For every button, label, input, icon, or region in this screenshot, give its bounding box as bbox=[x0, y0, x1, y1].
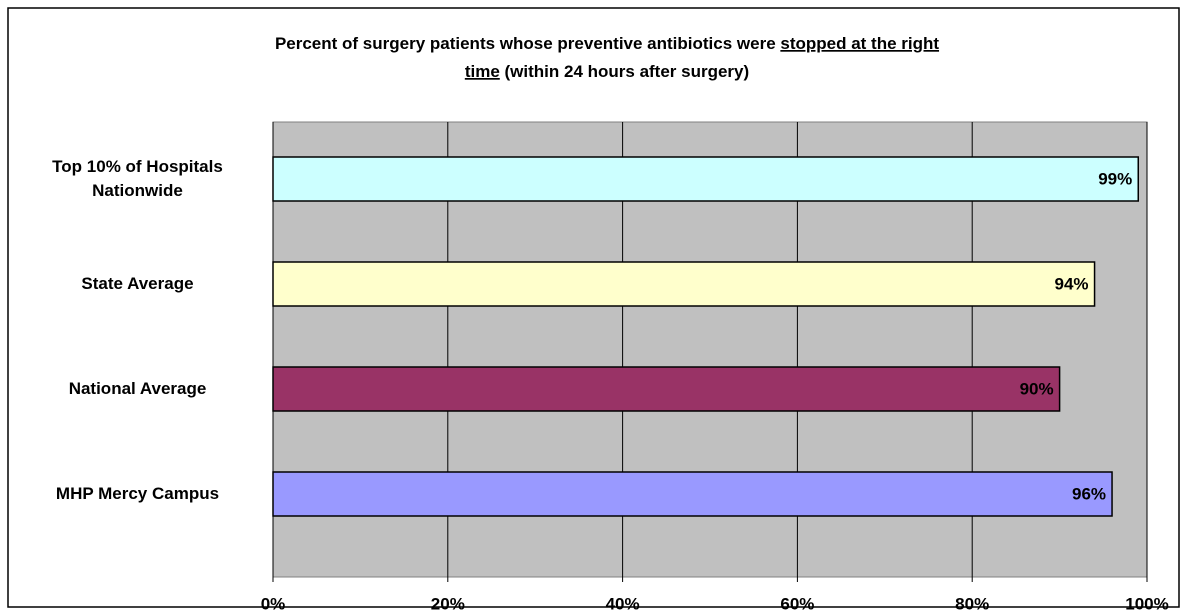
y-tick-label: MHP Mercy Campus bbox=[55, 484, 220, 503]
data-label: 94% bbox=[1055, 274, 1089, 293]
y-tick-label: National Average bbox=[68, 379, 207, 398]
chart-title: Percent of surgery patients whose preven… bbox=[275, 34, 939, 53]
bar bbox=[272, 156, 1140, 202]
x-tick-label: 40% bbox=[606, 594, 640, 613]
title-segment: stopped at the right bbox=[780, 34, 939, 53]
x-tick-label: 0% bbox=[261, 594, 286, 613]
bar bbox=[272, 471, 1113, 517]
x-tick-label: 80% bbox=[955, 594, 989, 613]
title-segment: time bbox=[465, 62, 500, 81]
chart-title: time (within 24 hours after surgery) bbox=[465, 62, 749, 81]
data-label: 90% bbox=[1020, 379, 1054, 398]
y-tick-label: State Average bbox=[81, 274, 194, 293]
x-tick-label: 60% bbox=[780, 594, 814, 613]
x-tick-label: 100% bbox=[1125, 594, 1168, 613]
y-tick-label: Top 10% of Hospitals Nationwide bbox=[52, 157, 223, 200]
title-segment: Percent of surgery patients whose preven… bbox=[275, 34, 780, 53]
title-segment: (within 24 hours after surgery) bbox=[500, 62, 749, 81]
data-label: 96% bbox=[1072, 484, 1106, 503]
data-label: 99% bbox=[1098, 169, 1132, 188]
bar bbox=[272, 366, 1061, 412]
bar bbox=[272, 261, 1096, 307]
x-tick-label: 20% bbox=[431, 594, 465, 613]
